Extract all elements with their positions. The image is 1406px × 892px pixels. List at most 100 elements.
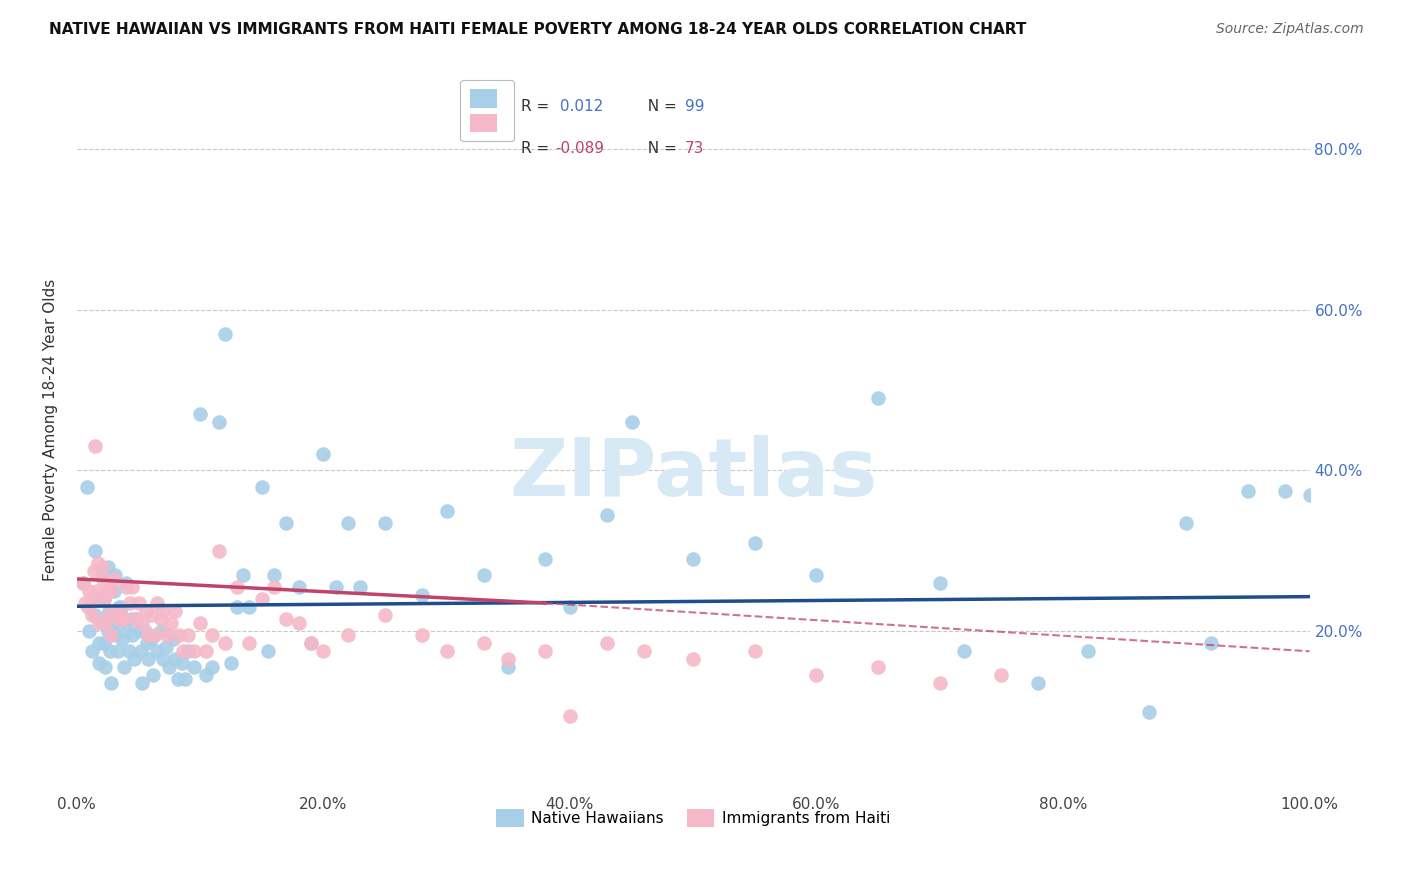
Point — [110, 608, 132, 623]
Point — [165, 652, 187, 666]
Point — [744, 644, 766, 658]
Point — [183, 644, 205, 658]
Text: R =: R = — [520, 141, 554, 155]
Point — [75, 596, 97, 610]
Y-axis label: Female Poverty Among 18-24 Year Olds: Female Poverty Among 18-24 Year Olds — [44, 279, 58, 582]
Point — [122, 652, 145, 666]
Point — [1028, 676, 1050, 690]
Point — [195, 668, 218, 682]
Point — [103, 612, 125, 626]
Point — [72, 576, 94, 591]
Point — [263, 580, 285, 594]
Point — [276, 612, 298, 626]
Point — [953, 644, 976, 658]
Point — [472, 636, 495, 650]
Point — [82, 592, 104, 607]
Point — [498, 660, 520, 674]
Point — [93, 592, 115, 607]
Point — [928, 676, 950, 690]
Point — [337, 516, 360, 530]
Point — [633, 644, 655, 658]
Text: Source: ZipAtlas.com: Source: ZipAtlas.com — [1216, 22, 1364, 37]
Point — [76, 479, 98, 493]
Point — [128, 596, 150, 610]
Point — [97, 624, 120, 639]
Point — [682, 652, 704, 666]
Point — [97, 584, 120, 599]
Point — [86, 592, 108, 607]
Point — [1199, 636, 1222, 650]
Point — [134, 624, 156, 639]
Point — [118, 596, 141, 610]
Point — [232, 568, 254, 582]
Point — [117, 644, 139, 658]
Text: ZIPatlas: ZIPatlas — [509, 434, 877, 513]
Point — [87, 616, 110, 631]
Point — [337, 628, 360, 642]
Text: N =: N = — [638, 141, 682, 155]
Point — [411, 588, 433, 602]
Point — [299, 636, 322, 650]
Point — [107, 612, 129, 626]
Point — [1175, 516, 1198, 530]
Point — [325, 580, 347, 594]
Point — [121, 628, 143, 642]
Point — [149, 624, 172, 639]
Point — [136, 636, 159, 650]
Point — [201, 628, 224, 642]
Point — [97, 604, 120, 618]
Point — [129, 644, 152, 658]
Point — [146, 644, 169, 658]
Point — [534, 552, 557, 566]
Point — [596, 636, 619, 650]
Point — [104, 568, 127, 582]
Point — [97, 560, 120, 574]
Point — [105, 628, 128, 642]
Point — [226, 600, 249, 615]
Point — [86, 584, 108, 599]
Point — [596, 508, 619, 522]
Point — [84, 544, 107, 558]
Point — [149, 612, 172, 626]
Point — [806, 668, 828, 682]
Point — [1298, 487, 1320, 501]
Point — [77, 624, 100, 639]
Point — [172, 644, 194, 658]
Point — [135, 604, 157, 618]
Point — [162, 632, 184, 647]
Point — [188, 407, 211, 421]
Point — [80, 644, 103, 658]
Point — [159, 616, 181, 631]
Point — [276, 516, 298, 530]
Point — [152, 604, 174, 618]
Point — [108, 616, 131, 631]
Point — [77, 600, 100, 615]
Point — [177, 628, 200, 642]
Legend: Native Hawaiians, Immigrants from Haiti: Native Hawaiians, Immigrants from Haiti — [488, 801, 898, 835]
Point — [188, 616, 211, 631]
Text: -0.089: -0.089 — [555, 141, 605, 155]
Point — [84, 439, 107, 453]
Point — [620, 415, 643, 429]
Point — [177, 644, 200, 658]
Point — [97, 608, 120, 623]
Point — [165, 604, 187, 618]
Point — [263, 568, 285, 582]
Point — [170, 657, 193, 671]
Point — [90, 560, 112, 574]
Point — [112, 612, 135, 626]
Point — [121, 580, 143, 594]
Point — [90, 568, 112, 582]
Point — [131, 616, 153, 631]
Point — [105, 604, 128, 618]
Point — [287, 616, 309, 631]
Point — [83, 564, 105, 578]
Point — [125, 612, 148, 626]
Point — [472, 568, 495, 582]
Point — [534, 644, 557, 658]
Point — [128, 624, 150, 639]
Point — [250, 592, 273, 607]
Point — [195, 644, 218, 658]
Point — [125, 612, 148, 626]
Point — [183, 660, 205, 674]
